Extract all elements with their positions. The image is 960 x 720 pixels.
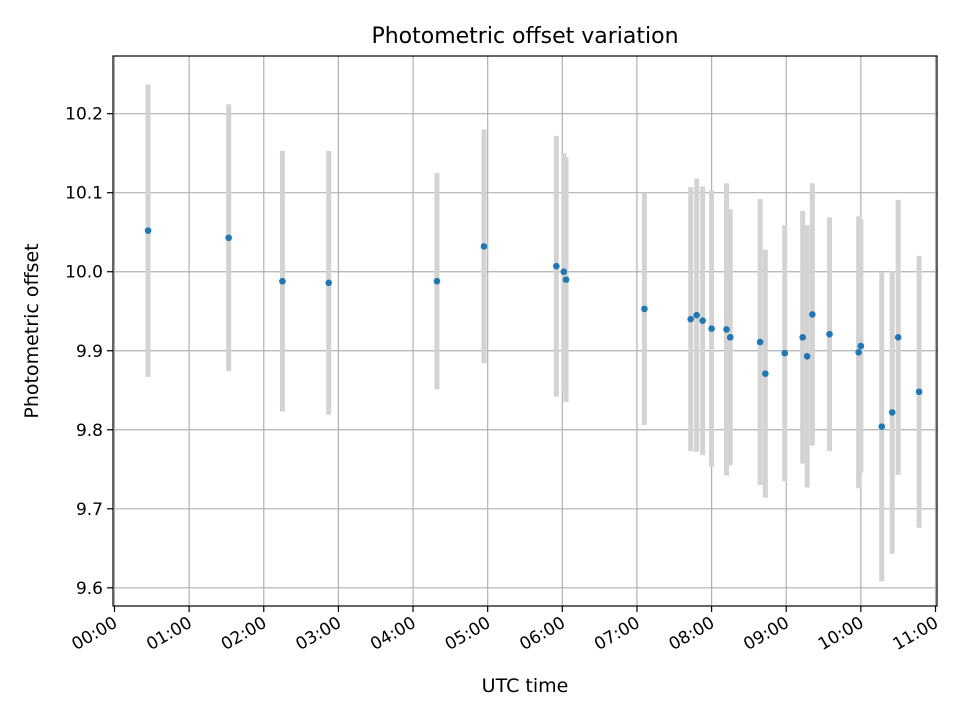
data-point [726,334,734,341]
data-point [756,338,764,346]
data-point [279,277,286,285]
data-point [562,276,570,283]
chart-title: Photometric offset variation [371,24,678,49]
data-point [560,268,568,276]
y-tick-label: 9.7 [76,500,103,520]
grid-lines [113,56,937,606]
y-tick-label: 10.0 [65,263,103,283]
data-point [144,227,152,234]
data-point [915,388,923,396]
y-tick-label: 9.6 [76,579,103,599]
y-axis-label: Photometric offset [21,243,43,418]
data-point [693,311,700,319]
data-point [857,342,865,350]
y-tick-label: 10.1 [65,184,103,204]
data-point [225,234,232,242]
plot-frame [112,55,938,607]
data-point [553,262,560,270]
data-point [325,279,333,287]
data-points [144,227,923,430]
data-point [699,317,706,325]
data-point [762,370,769,377]
data-point [799,334,806,341]
y-tick-label: 9.9 [76,342,103,362]
data-point [641,305,648,313]
data-point [855,349,862,356]
x-axis-label: UTC time [482,675,569,697]
y-tick-label: 10.2 [65,105,103,125]
y-tick-label: 9.8 [76,421,103,441]
data-point [888,409,896,416]
data-point [687,315,694,323]
data-point [826,330,833,338]
data-point [708,325,715,332]
data-point [781,349,789,357]
data-point [723,326,730,333]
data-point [480,243,488,250]
data-point [878,423,886,430]
data-point [894,334,902,341]
data-point [803,352,811,360]
data-point [809,311,816,318]
y-axis-ticks: 9.6 9.7 9.8 9.9 10.0 10.1 10.2 [65,105,113,599]
data-point [433,277,441,285]
